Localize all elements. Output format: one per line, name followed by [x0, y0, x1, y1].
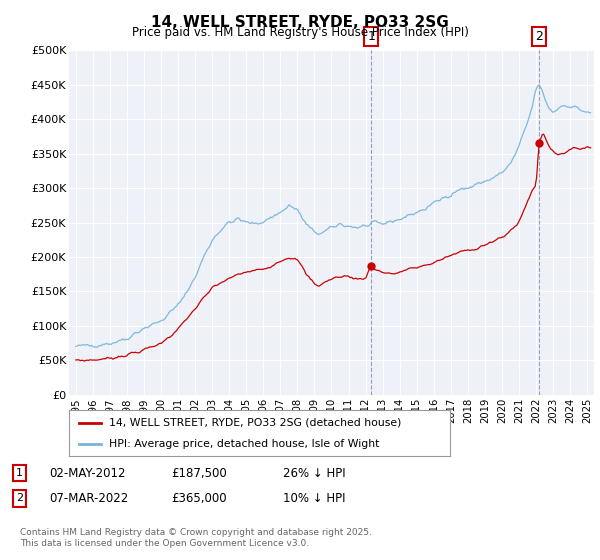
Text: 02-MAY-2012: 02-MAY-2012	[49, 466, 126, 480]
Text: Price paid vs. HM Land Registry's House Price Index (HPI): Price paid vs. HM Land Registry's House …	[131, 26, 469, 39]
Text: 1: 1	[16, 468, 23, 478]
Text: 26% ↓ HPI: 26% ↓ HPI	[283, 466, 346, 480]
Text: 14, WELL STREET, RYDE, PO33 2SG: 14, WELL STREET, RYDE, PO33 2SG	[151, 15, 449, 30]
Text: Contains HM Land Registry data © Crown copyright and database right 2025.
This d: Contains HM Land Registry data © Crown c…	[20, 528, 371, 548]
Text: 2: 2	[16, 493, 23, 503]
Text: £365,000: £365,000	[171, 492, 227, 505]
Text: HPI: Average price, detached house, Isle of Wight: HPI: Average price, detached house, Isle…	[109, 439, 379, 449]
Text: 14, WELL STREET, RYDE, PO33 2SG (detached house): 14, WELL STREET, RYDE, PO33 2SG (detache…	[109, 418, 401, 428]
Text: 2: 2	[535, 30, 543, 43]
Text: £187,500: £187,500	[171, 466, 227, 480]
Text: 10% ↓ HPI: 10% ↓ HPI	[283, 492, 346, 505]
Text: 07-MAR-2022: 07-MAR-2022	[49, 492, 128, 505]
Text: 1: 1	[367, 30, 375, 43]
